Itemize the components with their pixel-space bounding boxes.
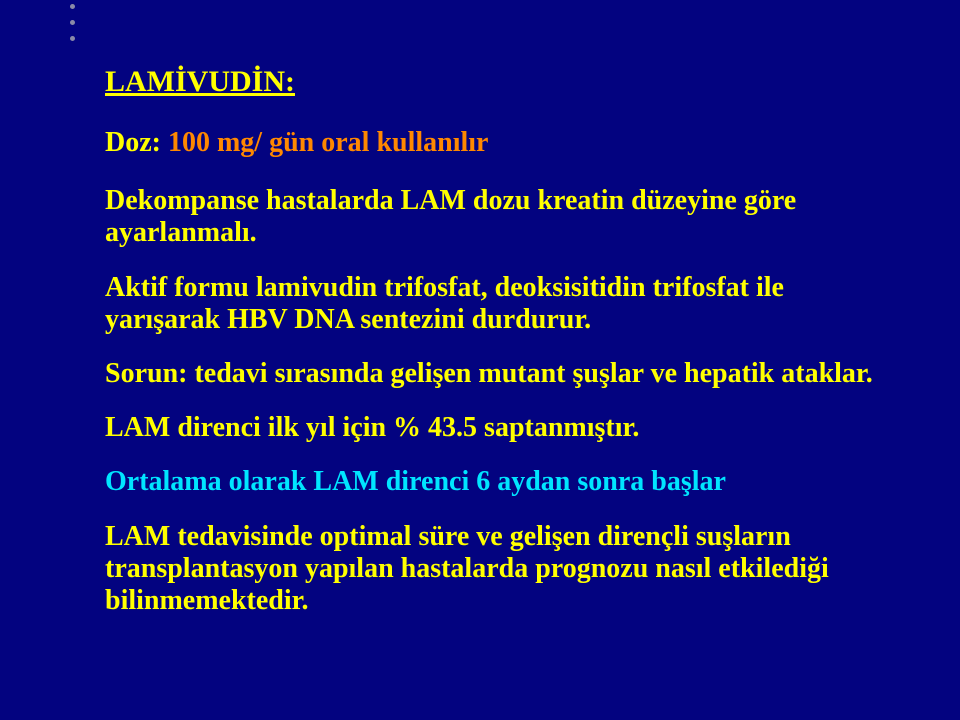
paragraph-4: LAM direnci ilk yıl için % 43.5 saptanmı… <box>105 412 900 444</box>
paragraph-6: LAM tedavisinde optimal süre ve gelişen … <box>105 521 900 618</box>
slide-title: LAMİVUDİN: <box>105 65 900 99</box>
paragraph-2: Aktif formu lamivudin trifosfat, deoksis… <box>105 272 900 336</box>
dosage-value: 100 mg/ gün oral kullanılır <box>168 127 489 158</box>
dosage-label: Doz: <box>105 127 168 158</box>
bullet-dot <box>70 20 75 25</box>
paragraph-1: Dekompanse hastalarda LAM dozu kreatin d… <box>105 185 900 249</box>
slide-content: LAMİVUDİN: Doz: 100 mg/ gün oral kullanı… <box>105 65 900 617</box>
bullet-dot <box>70 4 75 9</box>
bullet-dot <box>70 36 75 41</box>
paragraph-5: Ortalama olarak LAM direnci 6 aydan sonr… <box>105 466 900 498</box>
paragraph-3: Sorun: tedavi sırasında gelişen mutant ş… <box>105 358 900 390</box>
dosage-line: Doz: 100 mg/ gün oral kullanılır <box>105 127 900 159</box>
